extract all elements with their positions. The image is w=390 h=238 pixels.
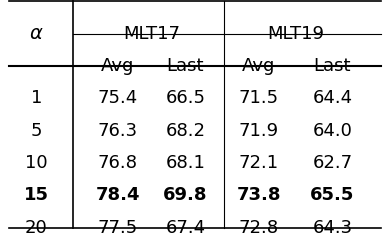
Text: 67.4: 67.4 <box>165 219 206 237</box>
Text: 62.7: 62.7 <box>312 154 353 172</box>
Text: 64.0: 64.0 <box>312 122 353 140</box>
Text: Avg: Avg <box>242 57 276 75</box>
Text: 20: 20 <box>25 219 48 237</box>
Text: 1: 1 <box>30 89 42 107</box>
Text: 69.8: 69.8 <box>163 186 207 204</box>
Text: 71.9: 71.9 <box>239 122 279 140</box>
Text: 10: 10 <box>25 154 48 172</box>
Text: 75.4: 75.4 <box>98 89 138 107</box>
Text: 72.1: 72.1 <box>239 154 279 172</box>
Text: 65.5: 65.5 <box>310 186 355 204</box>
Text: 77.5: 77.5 <box>98 219 138 237</box>
Text: 68.2: 68.2 <box>165 122 205 140</box>
Text: Avg: Avg <box>101 57 134 75</box>
Text: MLT19: MLT19 <box>267 25 324 43</box>
Text: 76.8: 76.8 <box>98 154 138 172</box>
Text: 73.8: 73.8 <box>237 186 281 204</box>
Text: 72.8: 72.8 <box>239 219 279 237</box>
Text: $\alpha$: $\alpha$ <box>29 24 44 43</box>
Text: MLT17: MLT17 <box>123 25 180 43</box>
Text: 66.5: 66.5 <box>165 89 205 107</box>
Text: 78.4: 78.4 <box>95 186 140 204</box>
Text: Last: Last <box>314 57 351 75</box>
Text: 15: 15 <box>24 186 49 204</box>
Text: 64.3: 64.3 <box>312 219 353 237</box>
Text: 5: 5 <box>30 122 42 140</box>
Text: 68.1: 68.1 <box>165 154 205 172</box>
Text: 64.4: 64.4 <box>312 89 353 107</box>
Text: Last: Last <box>167 57 204 75</box>
Text: 71.5: 71.5 <box>239 89 279 107</box>
Text: 76.3: 76.3 <box>98 122 138 140</box>
